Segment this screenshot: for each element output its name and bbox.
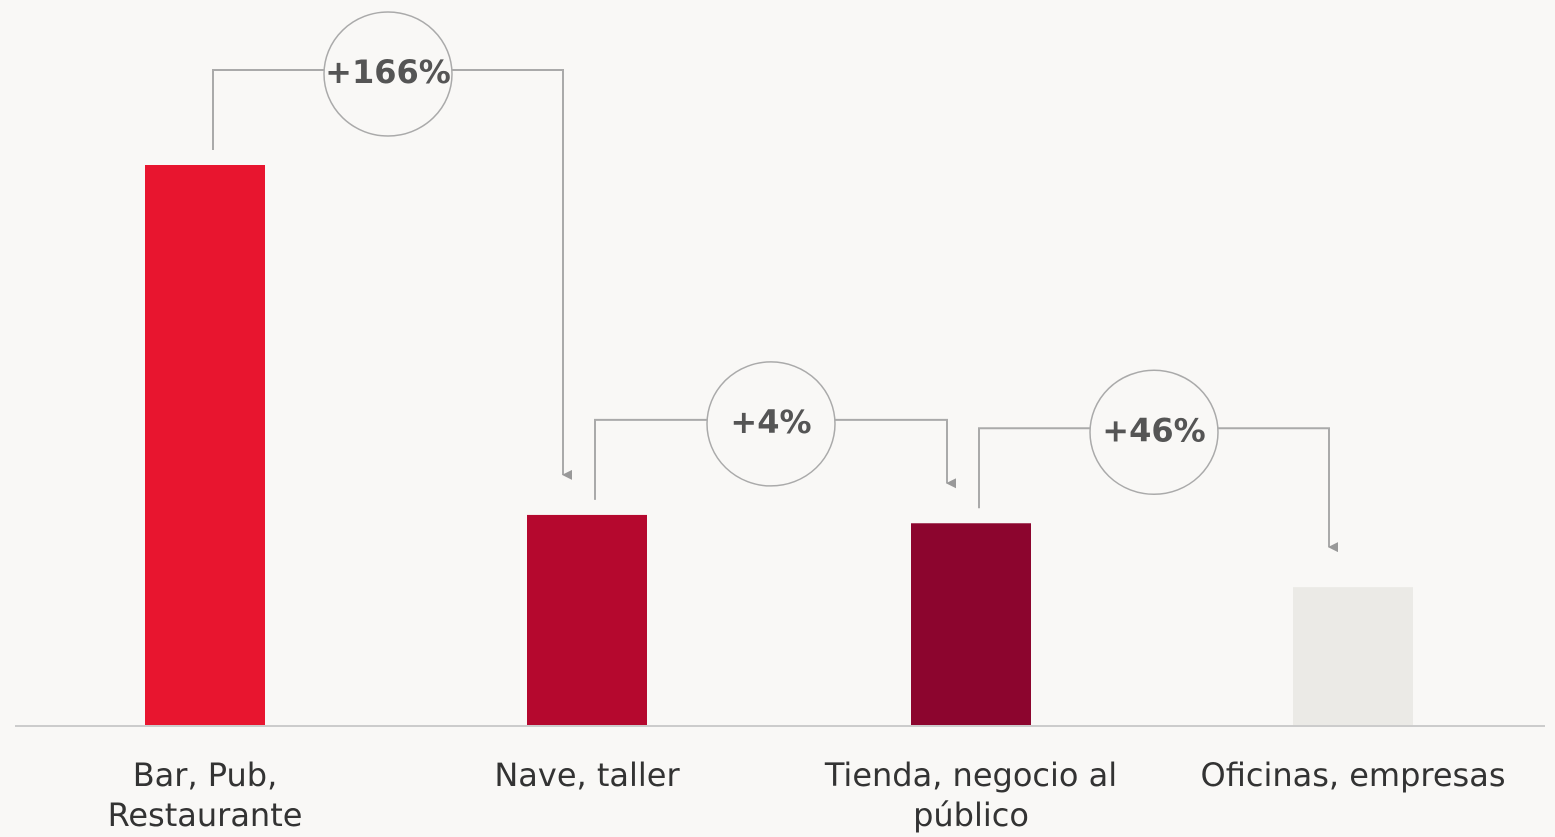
- bar: [527, 514, 647, 726]
- bar: [1293, 587, 1413, 726]
- annotation: +166%: [325, 53, 451, 91]
- annotation-bubble: [706, 361, 836, 487]
- annotation: +46%: [1102, 411, 1205, 449]
- annotation: +4%: [730, 403, 811, 441]
- x-tick-label: Bar, Pub, Restaurante: [107, 756, 303, 834]
- bar: [145, 165, 265, 726]
- annotation-bubble: [1089, 369, 1219, 496]
- annotation-bubble: [323, 11, 453, 137]
- x-tick-label: Nave, taller: [494, 756, 680, 794]
- x-tick-label: Tienda, negocio al público: [824, 756, 1118, 834]
- x-tick-label: Oficinas, empresas: [1200, 756, 1506, 794]
- bar: [911, 523, 1031, 726]
